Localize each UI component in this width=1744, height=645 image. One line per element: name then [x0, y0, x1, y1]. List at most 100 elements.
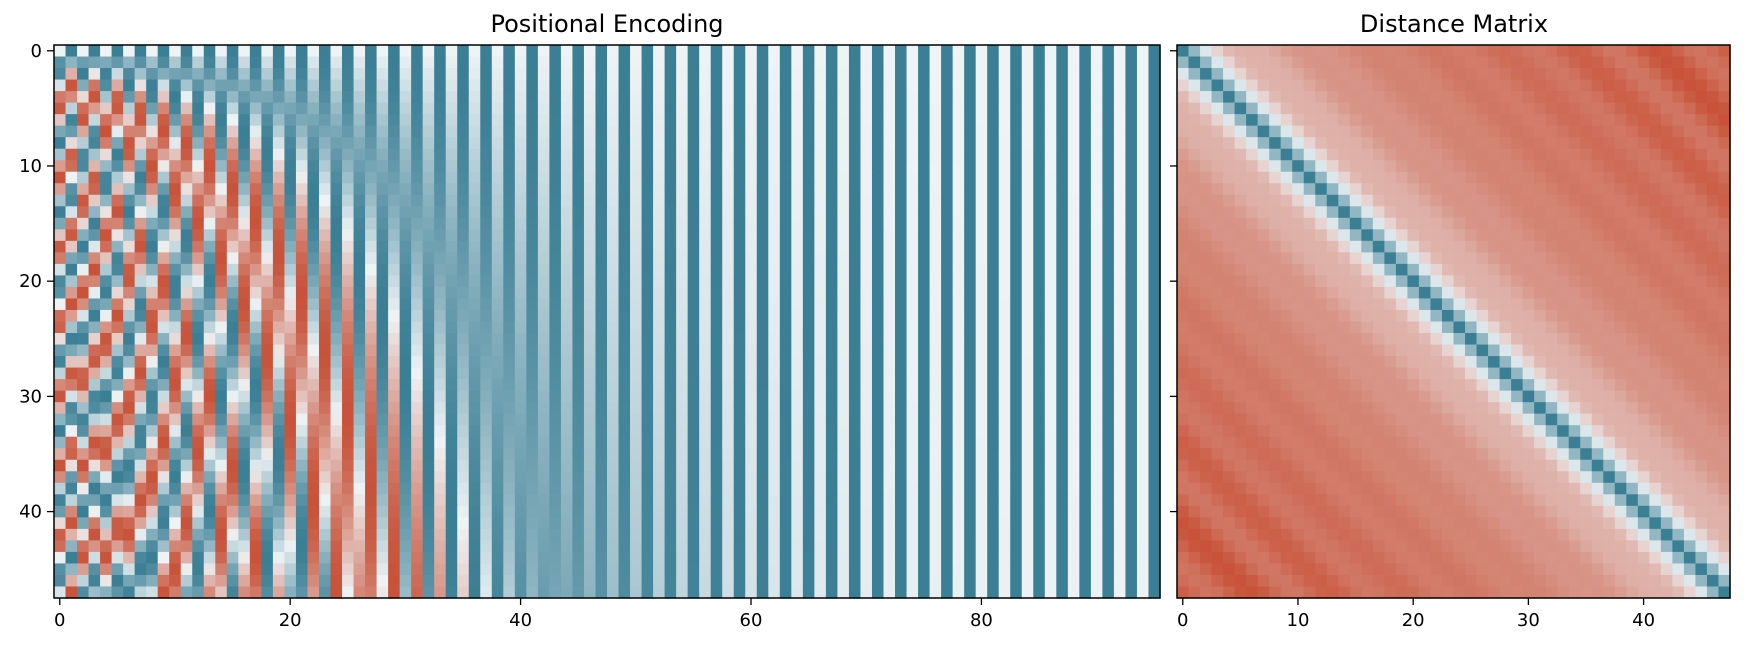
- pe-cell: [641, 367, 654, 380]
- pe-cell: [906, 263, 919, 277]
- pe-cell: [100, 148, 113, 161]
- pe-cell: [710, 298, 723, 311]
- pe-cell: [480, 275, 493, 288]
- pe-cell: [895, 194, 908, 207]
- pe-cell: [837, 436, 850, 449]
- pe-cell: [560, 425, 574, 438]
- pe-cell: [618, 275, 631, 288]
- dm-cell: [1292, 91, 1305, 104]
- pe-cell: [779, 171, 792, 184]
- pe-cell: [1056, 471, 1069, 484]
- pe-cell: [837, 321, 850, 334]
- pe-cell: [641, 148, 654, 161]
- pe-cell: [295, 586, 309, 599]
- pe-cell: [54, 436, 67, 449]
- pe-cell: [146, 494, 159, 507]
- pe-cell: [261, 425, 274, 438]
- pe-cell: [169, 333, 182, 346]
- pe-cell: [192, 229, 205, 242]
- pe-cell: [180, 183, 193, 196]
- pe-cell: [1010, 275, 1023, 288]
- pe-cell: [549, 79, 562, 92]
- pe-cell: [929, 379, 942, 392]
- dm-cell: [1660, 56, 1673, 69]
- pe-cell: [468, 436, 481, 449]
- pe-cell: [100, 68, 113, 81]
- pe-cell: [491, 309, 504, 323]
- pe-cell: [88, 448, 101, 461]
- pe-cell: [111, 448, 124, 461]
- pe-cell: [952, 114, 965, 127]
- pe-cell: [503, 309, 516, 323]
- dm-cell: [1660, 68, 1673, 81]
- pe-cell: [307, 344, 320, 357]
- pe-cell: [595, 286, 608, 300]
- pe-cell: [1033, 240, 1046, 253]
- pe-cell: [871, 183, 885, 196]
- pe-cell: [572, 402, 585, 415]
- pe-cell: [860, 379, 873, 392]
- pe-cell: [1033, 517, 1046, 530]
- pe-cell: [445, 436, 458, 449]
- pe-cell: [468, 505, 481, 518]
- pe-cell: [307, 482, 320, 495]
- pe-cell: [203, 321, 216, 334]
- pe-cell: [653, 356, 666, 369]
- pe-cell: [722, 551, 735, 565]
- pe-cell: [318, 367, 332, 380]
- pe-cell: [929, 390, 942, 403]
- pe-cell: [572, 540, 585, 553]
- pe-cell: [583, 263, 597, 277]
- dm-cell: [1603, 56, 1616, 69]
- pe-cell: [676, 68, 689, 81]
- pe-cell: [975, 574, 988, 588]
- pe-cell: [941, 482, 954, 495]
- pe-cell: [1044, 574, 1057, 588]
- pe-cell: [618, 148, 631, 161]
- pe-cell: [365, 240, 378, 253]
- dm-cell: [1511, 56, 1524, 69]
- pe-cell: [848, 56, 862, 69]
- pe-cell: [261, 471, 274, 484]
- pe-cell: [468, 586, 481, 599]
- pe-cell: [595, 540, 608, 553]
- pe-cell: [526, 45, 539, 58]
- dm-cell: [1349, 45, 1362, 58]
- pe-cell: [860, 471, 873, 484]
- pe-cell: [906, 298, 919, 311]
- pe-cell: [837, 286, 850, 300]
- pe-cell: [987, 298, 1000, 311]
- pe-cell: [871, 551, 885, 565]
- pe-cell: [537, 413, 550, 426]
- pe-cell: [249, 148, 262, 161]
- pe-cell: [226, 252, 239, 265]
- pe-cell: [906, 333, 919, 346]
- pe-cell: [342, 125, 355, 138]
- pe-cell: [295, 160, 309, 173]
- pe-cell: [503, 91, 516, 104]
- pe-cell: [203, 574, 216, 588]
- pe-cell: [1148, 102, 1161, 115]
- pe-cell: [1136, 194, 1150, 207]
- pe-cell: [1044, 125, 1057, 138]
- pe-cell: [699, 286, 712, 300]
- pe-cell: [180, 252, 193, 265]
- pe-cell: [791, 183, 804, 196]
- pe-cell: [1079, 471, 1092, 484]
- pe-cell: [595, 390, 608, 403]
- pe-cell: [745, 263, 758, 277]
- dm-cell: [1499, 45, 1512, 58]
- pe-cell: [399, 137, 412, 150]
- pe-cell: [503, 263, 516, 277]
- pe-cell: [929, 402, 942, 415]
- pe-cell: [514, 275, 527, 288]
- pe-cell: [284, 344, 297, 357]
- pe-cell: [722, 217, 735, 230]
- pe-cell: [123, 356, 136, 369]
- pe-cell: [169, 390, 182, 403]
- pe-cell: [342, 379, 355, 392]
- pe-cell: [203, 171, 216, 184]
- pe-cell: [445, 471, 458, 484]
- pe-cell: [65, 425, 78, 438]
- pe-cell: [1125, 333, 1138, 346]
